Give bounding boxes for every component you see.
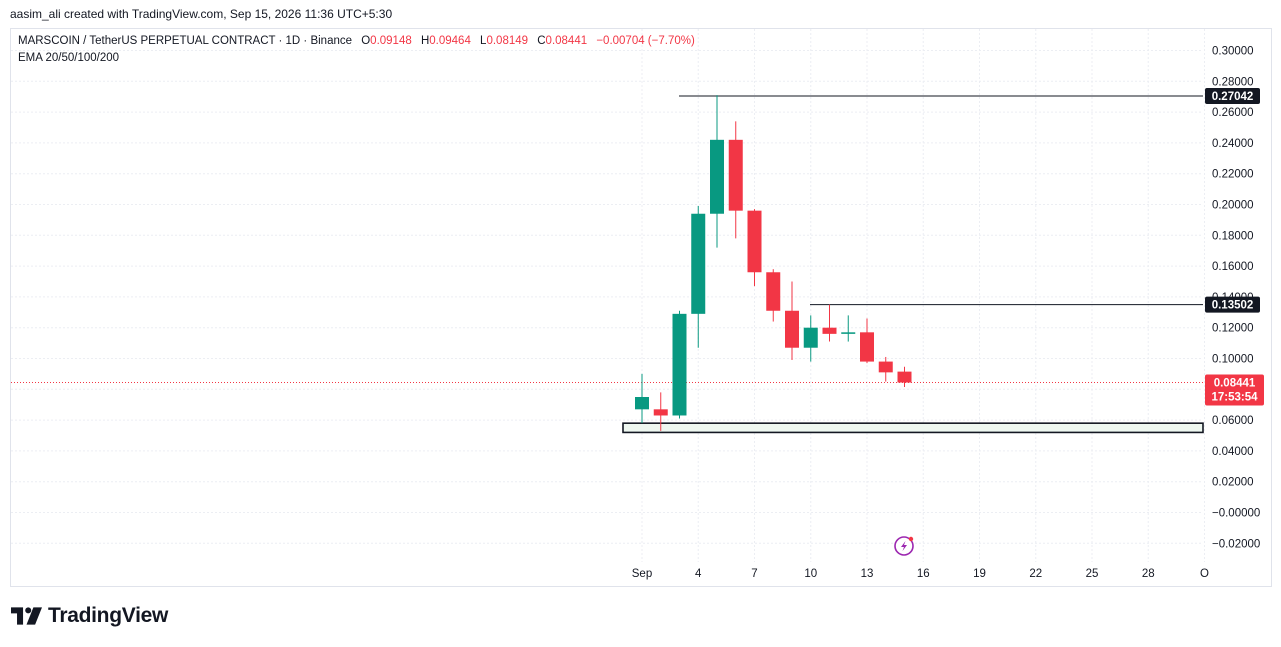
tradingview-logo[interactable]: TradingView — [11, 604, 168, 628]
low-value: 0.08149 — [486, 35, 529, 47]
candle-body — [728, 139, 743, 211]
flash-icon[interactable] — [894, 536, 914, 556]
level-price-label: 0.13502 — [1212, 300, 1254, 312]
y-tick-label: 0.02000 — [1212, 477, 1254, 489]
candle-body — [672, 313, 687, 416]
y-tick-label: 0.18000 — [1212, 230, 1254, 242]
candle-body — [691, 213, 706, 314]
close-key: C — [537, 35, 546, 47]
candle-body — [785, 310, 799, 348]
candle[interactable] — [785, 281, 799, 361]
x-tick-label: Sep — [632, 568, 652, 580]
high-value: 0.09464 — [429, 35, 471, 47]
candle-body — [878, 361, 893, 373]
x-tick-label: O — [1200, 568, 1209, 580]
brand-name: TradingView — [48, 604, 169, 627]
candle[interactable] — [897, 366, 912, 388]
y-tick-label: 0.30000 — [1212, 46, 1254, 58]
candle-body — [822, 327, 837, 334]
candle-body — [747, 210, 762, 273]
symbol-title: MARSCOIN / TetherUS PERPETUAL CONTRACT ·… — [18, 35, 353, 47]
high-key: H — [420, 35, 430, 47]
candle[interactable] — [728, 121, 743, 239]
x-tick-label: 19 — [973, 568, 986, 580]
x-tick-label: 13 — [861, 568, 874, 580]
candle[interactable] — [841, 315, 856, 342]
bar-countdown-label: 17:53:54 — [1211, 392, 1258, 404]
x-tick-label: 28 — [1142, 568, 1155, 580]
y-tick-label: 0.24000 — [1212, 138, 1254, 150]
y-tick-label: 0.20000 — [1212, 200, 1254, 212]
x-tick-label: 10 — [804, 568, 817, 580]
y-tick-label: 0.06000 — [1212, 415, 1254, 427]
candle[interactable] — [803, 315, 818, 362]
x-tick-label: 22 — [1029, 568, 1042, 580]
candle-body — [710, 139, 724, 214]
candle-body — [766, 272, 781, 311]
candle-body — [635, 397, 649, 410]
y-tick-label: 0.04000 — [1212, 446, 1254, 458]
close-value: 0.08441 — [545, 35, 588, 47]
candle[interactable] — [635, 373, 649, 424]
x-tick-label: 4 — [695, 568, 702, 580]
y-tick-label: −0.00000 — [1212, 508, 1260, 520]
level-price-badge — [1205, 296, 1260, 313]
candle[interactable] — [672, 310, 687, 419]
last-price-badge — [1205, 374, 1264, 406]
y-tick-label: 0.26000 — [1212, 107, 1254, 119]
candle[interactable] — [691, 206, 706, 348]
candle[interactable] — [653, 392, 668, 431]
level-price-badge — [1205, 88, 1260, 105]
y-tick-label: 0.10000 — [1212, 354, 1254, 366]
chart-legend: MARSCOIN / TetherUS PERPETUAL CONTRACT ·… — [18, 35, 701, 47]
candle[interactable] — [860, 318, 874, 364]
y-tick-label: 0.16000 — [1212, 261, 1254, 273]
tradingview-logo-icon — [11, 607, 42, 625]
x-tick-label: 25 — [1086, 568, 1099, 580]
candle-body — [653, 409, 668, 416]
candle-body — [897, 371, 912, 383]
candle[interactable] — [710, 95, 724, 248]
candle-body — [860, 332, 874, 362]
open-key: O — [361, 35, 371, 47]
candle-body — [803, 327, 818, 348]
y-tick-label: 0.28000 — [1212, 76, 1254, 88]
candle[interactable] — [747, 209, 762, 287]
last-price-label: 0.08441 — [1214, 378, 1256, 390]
candle-body — [841, 332, 856, 334]
candle[interactable] — [766, 269, 781, 322]
support-zone[interactable] — [622, 422, 1204, 434]
candle[interactable] — [878, 356, 893, 382]
y-tick-label: 0.12000 — [1212, 323, 1254, 335]
chart-frame[interactable] — [10, 28, 1272, 587]
open-value: 0.09148 — [370, 35, 412, 47]
y-tick-label: −0.02000 — [1212, 538, 1260, 550]
indicator-legend[interactable]: EMA 20/50/100/200 — [18, 52, 120, 64]
x-tick-label: 7 — [751, 568, 757, 580]
level-price-label: 0.27042 — [1212, 91, 1254, 103]
low-key: L — [480, 35, 487, 47]
change-value: −0.00704 (−7.70%) — [596, 35, 695, 47]
y-tick-label: 0.22000 — [1212, 169, 1254, 181]
attribution-text: aasim_ali created with TradingView.com, … — [10, 7, 393, 21]
x-tick-label: 16 — [917, 568, 930, 580]
candle[interactable] — [822, 304, 837, 342]
